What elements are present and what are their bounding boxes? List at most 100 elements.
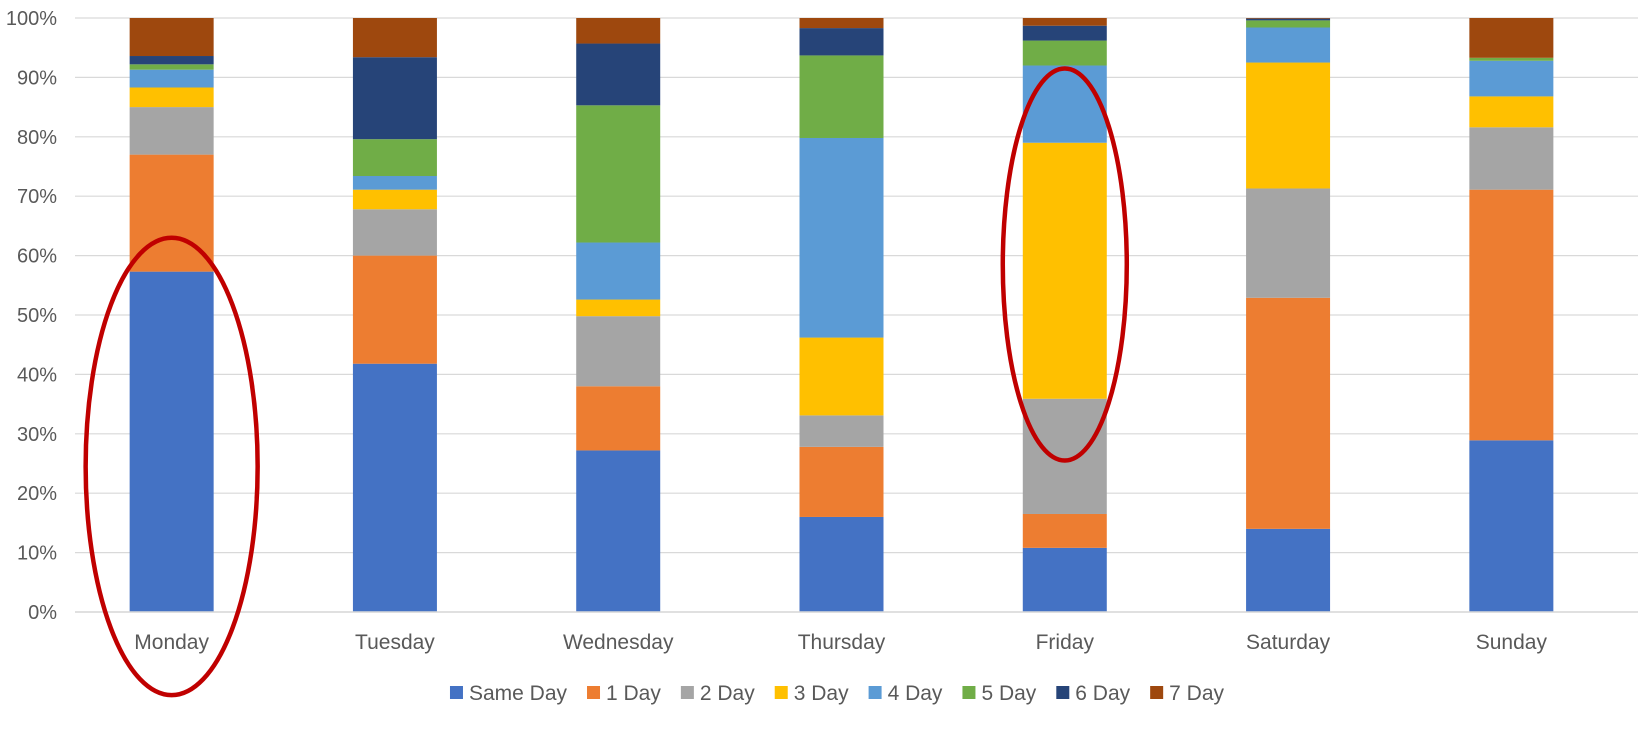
bar-saturday-2-day	[1246, 188, 1331, 298]
bar-thursday-3-day	[799, 337, 884, 416]
bar-saturday-4-day	[1246, 27, 1331, 63]
y-tick-label: 70%	[17, 186, 57, 208]
legend-label: Same Day	[469, 682, 568, 705]
legend-label: 1 Day	[606, 682, 661, 705]
y-tick-label: 50%	[17, 305, 57, 327]
y-tick-label: 100%	[6, 8, 57, 30]
bar-sunday-5-day	[1469, 57, 1554, 61]
bar-friday-same-day	[1022, 547, 1107, 612]
bar-thursday-6-day	[799, 28, 884, 56]
bar-tuesday-5-day	[352, 139, 437, 177]
legend-item-same-day: Same Day	[449, 682, 568, 705]
axes: 0% 10% 20% 30% 40% 50% 60% 70% 80% 90% 100% Monday T…	[6, 8, 1638, 654]
bar-friday-6-day	[1022, 25, 1107, 41]
bar-thursday-2-day	[799, 415, 884, 447]
bar-tuesday-6-day	[352, 57, 437, 140]
bar-wednesday-7-day	[576, 18, 661, 44]
bar-tuesday-2-day	[352, 209, 437, 256]
bar-thursday-7-day	[799, 18, 884, 29]
bars	[129, 18, 1554, 612]
x-tick-label: Friday	[1036, 631, 1095, 654]
bar-friday-4-day	[1022, 65, 1107, 143]
legend-label: 2 Day	[700, 682, 755, 705]
y-tick-label: 40%	[17, 364, 57, 386]
highlight-ellipse-monday	[83, 235, 260, 698]
bar-saturday-5-day	[1246, 20, 1331, 28]
legend: Same Day 1 Day 2 Day 3 Day 4 Day 5 Day 6 Day 7 …	[449, 682, 1225, 705]
bar-monday-2-day	[129, 107, 214, 155]
y-tick-label: 30%	[17, 424, 57, 446]
bar-wednesday-6-day	[576, 43, 661, 106]
bar-wednesday-4-day	[576, 242, 661, 300]
bar-saturday-6-day	[1246, 18, 1331, 21]
bar-friday-3-day	[1022, 142, 1107, 399]
bar-tuesday-1-day	[352, 255, 437, 364]
y-tick-label: 0%	[28, 602, 57, 624]
bar-friday-1-day	[1022, 513, 1107, 548]
bar-monday-7-day	[129, 18, 214, 57]
x-tick-label: Sunday	[1476, 631, 1548, 654]
legend-label: 3 Day	[794, 682, 849, 705]
bar-wednesday-same-day	[576, 450, 661, 612]
bar-monday-5-day	[129, 64, 214, 70]
y-tick-label: 90%	[17, 67, 57, 89]
y-tick-label: 20%	[17, 483, 57, 505]
bar-monday-4-day	[129, 69, 214, 88]
bar-monday-6-day	[129, 56, 214, 65]
x-tick-label: Monday	[134, 631, 209, 654]
legend-label: 7 Day	[1169, 682, 1224, 705]
legend-swatch	[962, 686, 976, 699]
bar-tuesday-3-day	[352, 189, 437, 210]
bar-sunday-4-day	[1469, 60, 1554, 97]
bar-saturday-same-day	[1246, 528, 1331, 612]
bar-friday-2-day	[1022, 398, 1107, 514]
legend-item-4-day: 4 Day	[868, 682, 943, 705]
bar-wednesday-2-day	[576, 316, 661, 387]
annotations	[83, 66, 1130, 698]
legend-item-7-day: 7 Day	[1150, 682, 1225, 705]
legend-swatch	[1150, 686, 1164, 699]
bar-sunday-1-day	[1469, 189, 1554, 441]
bar-wednesday-3-day	[576, 299, 661, 317]
bar-tuesday-same-day	[352, 363, 437, 612]
legend-swatch	[1056, 686, 1070, 699]
x-tick-label: Tuesday	[355, 631, 435, 654]
bar-wednesday-1-day	[576, 386, 661, 451]
y-tick-label: 80%	[17, 127, 57, 149]
highlight-ellipse-friday	[1000, 66, 1130, 463]
legend-label: 4 Day	[888, 682, 943, 705]
bar-saturday-7-day	[1246, 18, 1331, 19]
bar-monday-same-day	[129, 271, 214, 612]
bar-sunday-same-day	[1469, 440, 1554, 612]
legend-item-1-day: 1 Day	[587, 682, 661, 705]
x-tick-label: Wednesday	[563, 631, 674, 654]
legend-item-5-day: 5 Day	[962, 682, 1037, 705]
legend-swatch	[680, 686, 694, 699]
legend-swatch	[449, 686, 463, 699]
x-tick-label: Thursday	[798, 631, 886, 654]
legend-swatch	[774, 686, 788, 699]
bar-sunday-7-day	[1469, 18, 1554, 58]
bar-wednesday-5-day	[576, 105, 661, 243]
x-tick-label: Saturday	[1246, 631, 1331, 654]
legend-label: 5 Day	[981, 682, 1036, 705]
bar-monday-3-day	[129, 87, 214, 108]
bar-sunday-3-day	[1469, 96, 1554, 128]
legend-swatch	[587, 686, 601, 699]
bar-thursday-4-day	[799, 137, 884, 338]
bar-friday-7-day	[1022, 18, 1107, 26]
bar-sunday-2-day	[1469, 127, 1554, 190]
bar-tuesday-7-day	[352, 18, 437, 58]
legend-item-3-day: 3 Day	[774, 682, 849, 705]
bar-friday-5-day	[1022, 40, 1107, 66]
bar-thursday-same-day	[799, 516, 884, 612]
bar-saturday-3-day	[1246, 62, 1331, 189]
bar-thursday-1-day	[799, 446, 884, 517]
legend-label: 6 Day	[1075, 682, 1130, 705]
y-tick-label: 10%	[17, 543, 57, 565]
bar-saturday-1-day	[1246, 297, 1331, 529]
legend-swatch	[868, 686, 882, 699]
bar-thursday-5-day	[799, 55, 884, 138]
